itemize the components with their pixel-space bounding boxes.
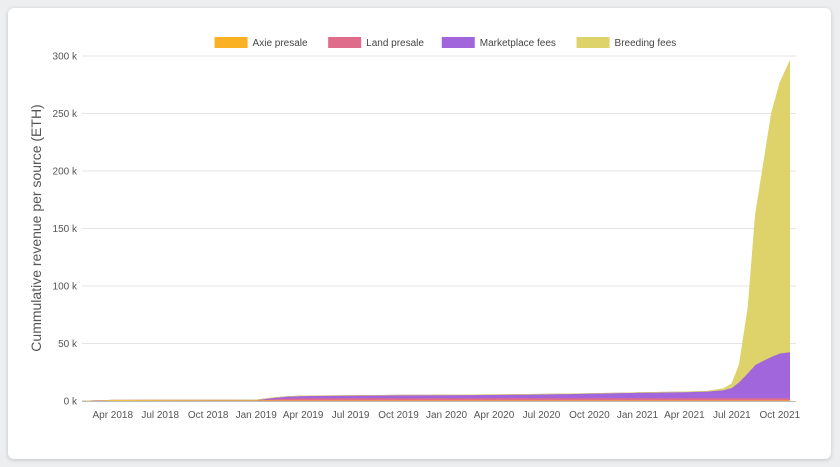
x-tick-label: Oct 2020 [569,410,610,421]
y-tick-label: 250 k [53,109,78,120]
x-tick-label: Jan 2020 [426,410,468,421]
legend-swatch [328,37,362,48]
y-tick-label: 100 k [53,282,78,293]
legend-swatch [214,37,248,48]
x-tick-label: Oct 2021 [760,410,801,421]
y-tick-label: 300 k [53,52,78,63]
x-tick-label: Apr 2020 [474,410,515,421]
x-tick-label: Apr 2021 [664,410,705,421]
x-tick-label: Apr 2019 [283,410,324,421]
x-tick-label: Oct 2019 [378,410,419,421]
y-tick-label: 0 k [64,397,78,408]
legend-item-marketplace-fees[interactable]: Marketplace fees [441,37,556,49]
legend-item-land-presale[interactable]: Land presale [328,37,424,49]
revenue-area-chart: 0 k 50 k 100 k 150 k 200 k 250 k 300 k Apr 201… [28,37,801,421]
legend-label: Marketplace fees [480,38,556,49]
x-axis-ticks: Apr 2018 Jul 2018 Oct 2018 Jan 2019 Apr 2019… [92,410,800,421]
y-tick-label: 200 k [53,167,78,178]
y-axis-label: Cummulative revenue per source (ETH) [28,104,44,351]
legend-swatch [576,37,610,48]
x-tick-label: Oct 2018 [188,410,229,421]
legend-item-axie-presale[interactable]: Axie presale [214,37,308,49]
legend-swatch [441,37,475,48]
grid-lines [82,55,796,344]
y-tick-label: 50 k [58,339,78,350]
x-tick-label: Jul 2019 [332,410,370,421]
legend: Axie presale Land presale Marketplace fees… [214,37,677,49]
x-tick-label: Jul 2018 [141,410,179,421]
x-tick-label: Jan 2021 [617,410,659,421]
y-tick-label: 150 k [53,224,78,235]
area-marketplace-fees[interactable] [81,351,790,402]
y-axis-ticks: 0 k 50 k 100 k 150 k 200 k 250 k 300 k [53,52,78,408]
x-tick-label: Jul 2021 [713,410,751,421]
area-series [81,60,790,402]
legend-label: Axie presale [253,38,308,49]
x-tick-label: Jan 2019 [236,410,278,421]
x-tick-label: Jul 2020 [523,410,561,421]
x-tick-label: Apr 2018 [92,410,133,421]
legend-label: Breeding fees [615,38,677,49]
legend-label: Land presale [366,38,424,49]
chart-card: 0 k 50 k 100 k 150 k 200 k 250 k 300 k Apr 201… [8,8,831,459]
legend-item-breeding-fees[interactable]: Breeding fees [576,37,677,49]
area-breeding-fees[interactable] [81,60,790,402]
